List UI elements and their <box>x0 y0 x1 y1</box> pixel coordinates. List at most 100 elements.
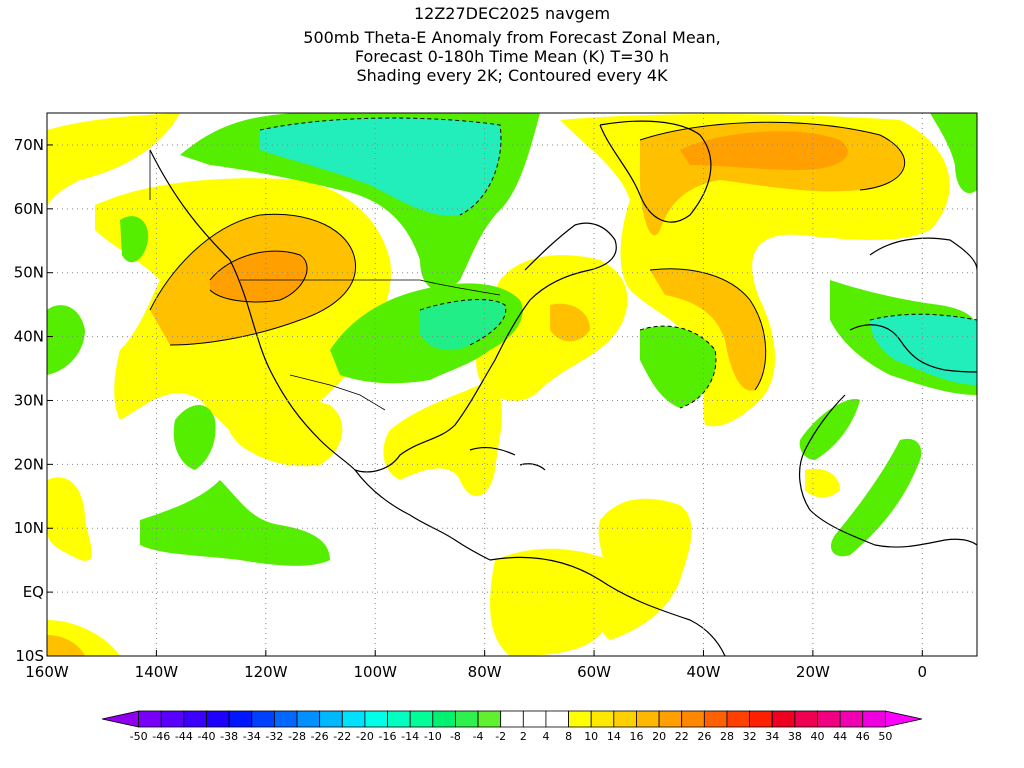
colorbar-swatch <box>817 710 841 728</box>
title-line-1: 12Z27DEC2025 navgem <box>413 4 611 23</box>
shade-yellow-westafrica <box>805 468 840 498</box>
shade-orange-atlantic <box>550 303 590 342</box>
colorbar-swatch <box>273 710 298 728</box>
shade-teal-arctic <box>260 118 501 216</box>
colorbar-swatch <box>160 710 185 728</box>
colorbar-label: -28 <box>288 730 306 743</box>
contour-8k-west <box>209 250 308 303</box>
colorbar-swatch <box>228 710 253 728</box>
colorbar-swatch <box>455 710 479 728</box>
colorbar-label: -16 <box>379 730 397 743</box>
shade-green-nw-africa <box>799 399 860 460</box>
colorbar-label: 50 <box>878 730 892 743</box>
colorbar-label: 34 <box>765 730 779 743</box>
shade-green-pac-nw <box>120 216 149 263</box>
colorbar-swatch <box>101 710 140 728</box>
lon-tick-label: 160W <box>25 663 69 681</box>
colorbar-label: -4 <box>473 730 484 743</box>
title-line-2: 500mb Theta-E Anomaly from Forecast Zona… <box>303 28 721 47</box>
colorbar-swatch <box>545 710 569 728</box>
colorbar-label: -2 <box>495 730 506 743</box>
shade-green-topright <box>930 113 977 194</box>
colorbar-label: -26 <box>311 730 329 743</box>
colorbar-label: -32 <box>265 730 283 743</box>
shade-green-pac-left <box>47 305 85 375</box>
colorbar-swatch <box>319 710 343 728</box>
colorbar-swatch <box>477 710 502 728</box>
lon-tick-label: 80W <box>468 663 502 681</box>
colorbar-swatch <box>387 710 411 728</box>
coast-central-america <box>354 469 491 561</box>
colorbar-swatch <box>658 710 683 728</box>
colorbar-swatch <box>839 710 864 728</box>
colorbar-swatch <box>432 710 456 728</box>
colorbar-label: 14 <box>607 730 621 743</box>
colorbar-swatch <box>500 710 524 728</box>
colorbar-label: 26 <box>697 730 711 743</box>
contour-4k-midatl <box>649 268 767 391</box>
us-mexico-border <box>289 374 386 411</box>
shade-deeporange-west <box>210 251 308 302</box>
colorbar-label: -20 <box>356 730 374 743</box>
colorbar-label: 28 <box>720 730 734 743</box>
coast-south-america <box>489 556 726 656</box>
colorbar-swatch <box>749 710 773 728</box>
lat-tick-label: EQ <box>23 583 44 601</box>
colorbar-swatch <box>771 710 796 728</box>
lat-tick-label: 30N <box>14 391 44 409</box>
shade-deeporange-greenland <box>680 131 848 170</box>
colorbar-label: 16 <box>629 730 643 743</box>
colorbar-swatch <box>206 710 230 728</box>
lon-tick-label: 60W <box>577 663 611 681</box>
colorbar-label: -50 <box>130 730 148 743</box>
colorbar-swatch <box>726 710 751 728</box>
shade-yellow-pac-sw <box>47 477 92 561</box>
colorbar-label: 46 <box>856 730 870 743</box>
shade-yellow-mexico <box>227 398 343 467</box>
shade-teal-us <box>420 299 506 351</box>
axis-ticks: 160W 140W 120W 100W 80W 60W 40W 20W 0 10S EQ 10N 20N… <box>14 136 927 681</box>
map-frame <box>46 112 978 657</box>
colorbar: -50 -46 -44 -40 -38 -34 -32 -28 -26 -22 -20 -16 -14-… <box>101 710 923 743</box>
colorbar-swatch <box>703 710 728 728</box>
shade-yellow-tropatl <box>598 498 692 640</box>
coast-europe <box>849 237 977 373</box>
colorbar-swatch <box>884 710 923 728</box>
colorbar-label: 22 <box>675 730 689 743</box>
colorbar-label: -40 <box>198 730 216 743</box>
title-line-3: Forecast 0-180h Time Mean (K) T=30 h <box>354 47 670 66</box>
boundary-layer <box>149 150 501 411</box>
shade-orange-midatl <box>650 268 766 391</box>
colorbar-swatch <box>681 710 705 728</box>
colorbar-swatch <box>138 710 162 728</box>
contour-4k-greenland <box>639 121 906 191</box>
title-line-4: Shading every 2K; Contoured every 4K <box>356 66 668 85</box>
lon-tick-label: 140W <box>135 663 179 681</box>
colorbar-label: 20 <box>652 730 666 743</box>
contour-4k-west <box>149 213 356 346</box>
colorbar-label: -22 <box>333 730 351 743</box>
lat-tick-label: 40N <box>14 328 44 346</box>
lat-tick-label: 60N <box>14 200 44 218</box>
colorbar-label: -10 <box>424 730 442 743</box>
colorbar-swatch <box>296 710 321 728</box>
colorbar-swatch <box>794 710 818 728</box>
shade-yellow-gulf <box>383 380 502 497</box>
colorbar-label: -46 <box>152 730 170 743</box>
lat-tick-label: 10N <box>14 519 44 537</box>
shade-yellow-pac-nw <box>47 113 180 210</box>
lat-tick-label: 50N <box>14 264 44 282</box>
colorbar-label: -8 <box>450 730 461 743</box>
shade-teal-europe <box>870 314 977 385</box>
shade-yellow-southamerica <box>490 548 621 656</box>
contour-layer <box>149 117 977 409</box>
coast-greenland <box>599 120 712 223</box>
lon-tick-label: 0 <box>918 663 928 681</box>
lon-tick-label: 100W <box>354 663 398 681</box>
lon-tick-label: 40W <box>687 663 721 681</box>
colorbar-label: -14 <box>401 730 419 743</box>
us-canada-border <box>240 279 501 296</box>
shade-orange-bottomleft <box>47 635 85 656</box>
colorbar-label: 4 <box>542 730 549 743</box>
colorbar-label: -34 <box>243 730 261 743</box>
